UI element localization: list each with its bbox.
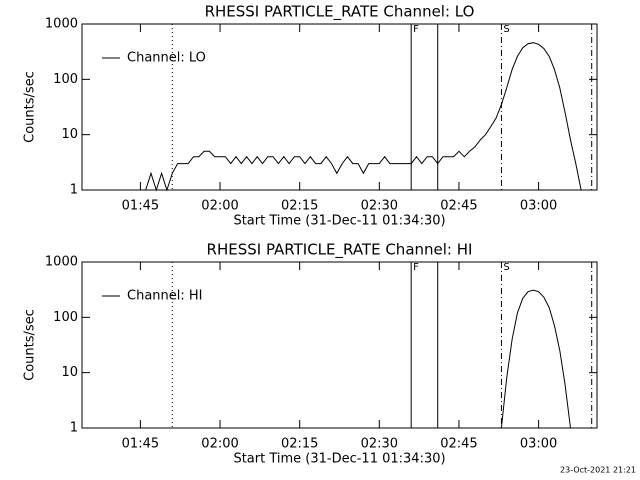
- plot-frame: [81, 23, 598, 191]
- legend-label: Channel: LO: [127, 51, 206, 66]
- y-tick-label: 10: [61, 127, 78, 142]
- data-line: [500, 289, 571, 429]
- x-tick-label: 02:30: [361, 437, 398, 452]
- chart-title: RHESSI PARTICLE_RATE Channel: HI: [207, 241, 473, 260]
- y-tick-label: 1: [70, 421, 78, 436]
- marker-label: S: [503, 24, 509, 35]
- x-tick-label: 02:45: [440, 199, 477, 214]
- legend-label: Channel: HI: [127, 289, 203, 304]
- y-tick-label: 10: [61, 365, 78, 380]
- y-axis-label: Counts/sec: [23, 71, 38, 143]
- x-tick-label: 01:45: [122, 199, 159, 214]
- x-tick-label: 02:15: [281, 199, 318, 214]
- x-tick-label: 02:00: [201, 437, 238, 452]
- x-axis-label: Start Time (31-Dec-11 01:34:30): [233, 214, 445, 229]
- x-tick-label: 01:45: [122, 437, 159, 452]
- y-tick-label: 1: [70, 183, 78, 198]
- marker-label: S: [503, 262, 509, 273]
- marker-label: F: [413, 24, 419, 35]
- x-tick-label: 02:30: [361, 199, 398, 214]
- y-axis-label: Counts/sec: [23, 309, 38, 381]
- x-tick-label: 02:45: [440, 437, 477, 452]
- y-tick-label: 1000: [45, 255, 78, 270]
- y-tick-label: 100: [53, 310, 78, 325]
- marker-label: F: [413, 262, 419, 273]
- data-line: [145, 42, 582, 192]
- y-tick-label: 1000: [45, 17, 78, 32]
- x-tick-label: 02:15: [281, 437, 318, 452]
- footer: 23-Oct-2021 21:21: [560, 466, 636, 475]
- x-tick-label: 03:00: [520, 437, 557, 452]
- chart-title: RHESSI PARTICLE_RATE Channel: LO: [205, 3, 475, 22]
- x-axis-label: Start Time (31-Dec-11 01:34:30): [233, 452, 445, 467]
- x-tick-label: 03:00: [520, 199, 557, 214]
- x-tick-label: 02:00: [201, 199, 238, 214]
- y-tick-label: 100: [53, 72, 78, 87]
- plot-frame: [81, 261, 598, 429]
